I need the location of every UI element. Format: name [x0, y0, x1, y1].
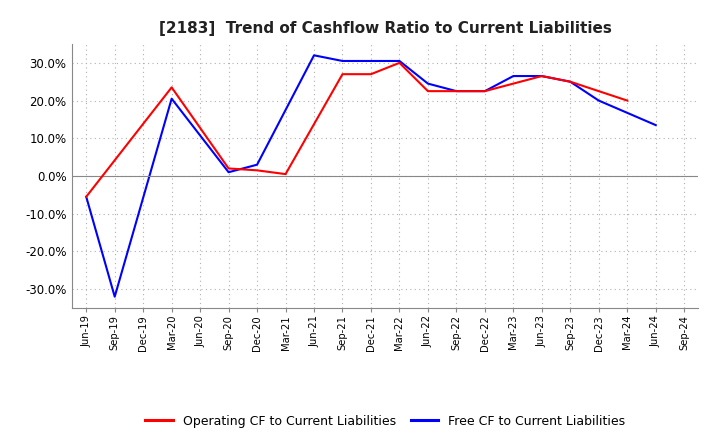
Free CF to Current Liabilities [509, 73, 518, 79]
Free CF to Current Liabilities [480, 88, 489, 94]
Free CF to Current Liabilities [452, 88, 461, 94]
Title: [2183]  Trend of Cashflow Ratio to Current Liabilities: [2183] Trend of Cashflow Ratio to Curren… [159, 21, 611, 36]
Free CF to Current Liabilities [167, 96, 176, 101]
Free CF to Current Liabilities [537, 73, 546, 79]
Free CF to Current Liabilities [310, 53, 318, 58]
Operating CF to Current Liabilities [253, 168, 261, 173]
Line: Free CF to Current Liabilities: Free CF to Current Liabilities [86, 55, 656, 297]
Operating CF to Current Liabilities [338, 72, 347, 77]
Free CF to Current Liabilities [253, 162, 261, 167]
Free CF to Current Liabilities [423, 81, 432, 86]
Operating CF to Current Liabilities [167, 85, 176, 90]
Operating CF to Current Liabilities [480, 88, 489, 94]
Operating CF to Current Liabilities [566, 79, 575, 84]
Operating CF to Current Liabilities [366, 72, 375, 77]
Free CF to Current Liabilities [595, 98, 603, 103]
Free CF to Current Liabilities [652, 122, 660, 128]
Legend: Operating CF to Current Liabilities, Free CF to Current Liabilities: Operating CF to Current Liabilities, Fre… [145, 414, 626, 428]
Operating CF to Current Liabilities [395, 60, 404, 66]
Free CF to Current Liabilities [110, 294, 119, 299]
Operating CF to Current Liabilities [82, 194, 91, 199]
Free CF to Current Liabilities [395, 59, 404, 64]
Free CF to Current Liabilities [566, 79, 575, 84]
Free CF to Current Liabilities [82, 194, 91, 199]
Operating CF to Current Liabilities [623, 98, 631, 103]
Free CF to Current Liabilities [366, 59, 375, 64]
Operating CF to Current Liabilities [537, 73, 546, 79]
Operating CF to Current Liabilities [225, 166, 233, 171]
Free CF to Current Liabilities [338, 59, 347, 64]
Line: Operating CF to Current Liabilities: Operating CF to Current Liabilities [86, 63, 627, 197]
Free CF to Current Liabilities [225, 169, 233, 175]
Operating CF to Current Liabilities [282, 172, 290, 177]
Operating CF to Current Liabilities [423, 88, 432, 94]
